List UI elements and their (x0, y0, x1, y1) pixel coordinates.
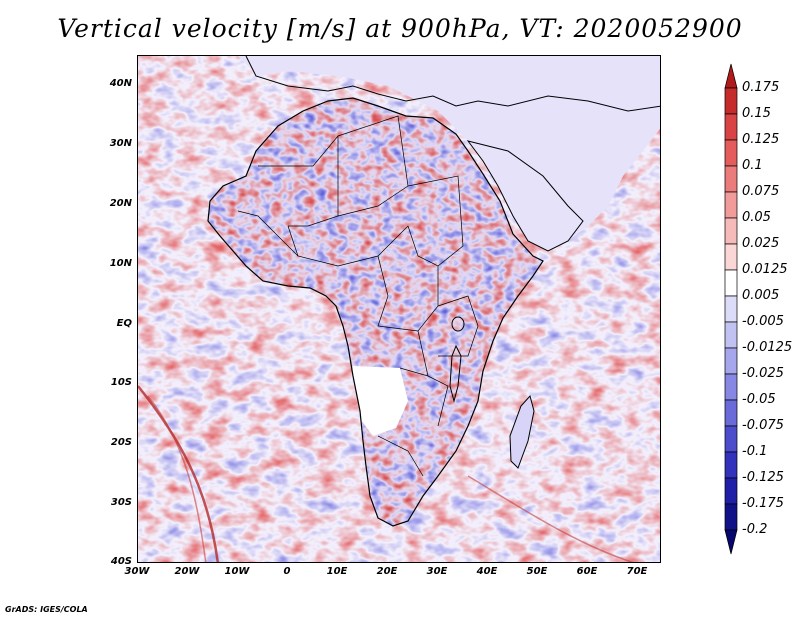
eurasia-land (238, 56, 660, 251)
colorbar-max-arrow (724, 63, 738, 89)
y-tick-label: 10N (109, 258, 132, 269)
colorbar-swatch (724, 321, 738, 349)
x-tick-label: 20E (376, 566, 398, 577)
x-tick-label: 50E (526, 566, 548, 577)
lake-outline (449, 344, 462, 403)
red-streak (147, 395, 207, 562)
map-svg (138, 56, 660, 562)
colorbar-label: 0.075 (742, 184, 780, 199)
colorbar-label: -0.075 (742, 418, 784, 433)
x-tick-label: 30W (124, 566, 150, 577)
colorbar-swatch (724, 165, 738, 193)
y-tick-label: 40N (109, 78, 132, 89)
y-tick-label: 30S (110, 497, 132, 508)
x-tick-label: 60E (576, 566, 598, 577)
colorbar-label: 0.05 (742, 210, 771, 225)
colorbar-swatch (724, 477, 738, 505)
x-tick-label: 20W (174, 566, 200, 577)
chart-title: Vertical velocity [m/s] at 900hPa, VT: 2… (57, 14, 743, 43)
colorbar-swatch (724, 451, 738, 479)
colorbar-label: 0.005 (742, 288, 780, 303)
y-tick-label: EQ (116, 318, 132, 329)
x-tick-label: 70E (626, 566, 648, 577)
colorbar-swatch (724, 87, 738, 115)
x-tick-label: 30E (426, 566, 448, 577)
colorbar-swatch (724, 243, 738, 271)
x-tick-label: 10E (326, 566, 348, 577)
country-borders (237, 115, 479, 477)
colorbar-label: -0.025 (742, 366, 784, 381)
y-tick-label: 20S (110, 437, 132, 448)
red-streak (467, 475, 635, 562)
colorbar-label: 0.025 (742, 236, 780, 251)
arabia-coastline (466, 140, 584, 252)
y-tick-label: 40S (110, 556, 132, 567)
colorbar-label: 0.1 (742, 158, 763, 173)
colorbar-swatch (724, 373, 738, 401)
colorbar-label: -0.175 (742, 496, 784, 511)
colorbar-swatch (724, 139, 738, 167)
colorbar-label: -0.125 (742, 470, 784, 485)
x-tick-label: 10W (224, 566, 250, 577)
colorbar-label: 0.0125 (742, 262, 788, 277)
red-streak (138, 385, 219, 562)
lake-victoria-outline (451, 316, 465, 332)
colorbar-label: 0.125 (742, 132, 780, 147)
colorbar-min-arrow (724, 529, 738, 555)
colorbar-label: -0.0125 (742, 340, 793, 355)
colorbar-swatch (724, 217, 738, 245)
colorbar-swatch (724, 503, 738, 531)
y-tick-label: 20N (109, 198, 132, 209)
colorbar-swatch (724, 113, 738, 141)
colorbar-label: -0.005 (742, 314, 784, 329)
colorbar-swatch (724, 269, 738, 297)
masked-plateau-region (350, 366, 408, 436)
x-tick-label: 40E (476, 566, 498, 577)
y-tick-label: 30N (109, 138, 132, 149)
colorbar-swatch (724, 295, 738, 323)
colorbar-swatch (724, 425, 738, 453)
colorbar-label: 0.15 (742, 106, 771, 121)
colorbar-label: -0.05 (742, 392, 776, 407)
credit-text: GrADS: IGES/COLA (5, 605, 88, 614)
mediterranean-coastline (245, 56, 660, 112)
x-tick-label: 0 (283, 566, 291, 577)
colorbar-swatch (724, 399, 738, 427)
madagascar-outline (509, 394, 535, 469)
colorbar-swatch (724, 347, 738, 375)
colorbar-label: 0.175 (742, 80, 780, 95)
colorbar-swatch (724, 191, 738, 219)
colorbar-label: -0.1 (742, 444, 768, 459)
map-plot-area (137, 55, 661, 563)
y-tick-label: 10S (110, 377, 132, 388)
colorbar-label: -0.2 (742, 522, 768, 537)
